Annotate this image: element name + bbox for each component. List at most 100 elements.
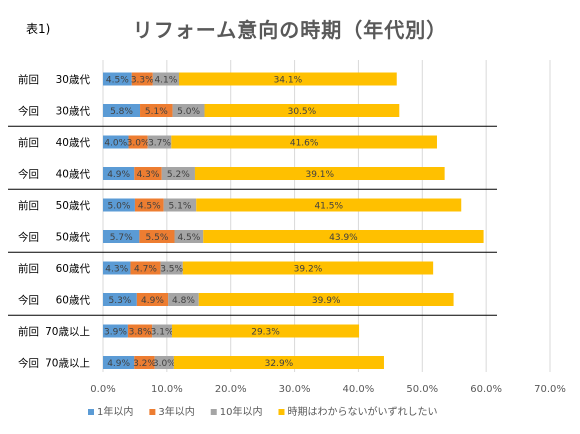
legend-label: 3年以内 [158, 405, 194, 418]
category-label-age: 30歳代 [56, 74, 91, 86]
data-label: 5.3% [108, 296, 131, 306]
data-label: 4.7% [134, 265, 157, 275]
data-label: 3.2% [133, 359, 156, 369]
bar-segment [194, 167, 445, 180]
data-label: 4.5% [138, 202, 161, 212]
legend-label: 時期はわからないがいずれしたい [287, 405, 437, 418]
data-label: 32.9% [265, 359, 294, 369]
bar-segment [127, 324, 153, 338]
chart-title: リフォーム意向の時期（年代別） [132, 18, 448, 42]
bar-segment [134, 198, 164, 212]
x-tick-label: 30.0% [279, 384, 311, 395]
data-label: 3.8% [129, 328, 152, 338]
data-label: 5.2% [167, 170, 190, 180]
data-label: 5.0% [108, 202, 131, 212]
data-label: 4.3% [137, 170, 160, 180]
data-label: 4.1% [154, 76, 177, 86]
bar-segment [103, 167, 135, 180]
bar-segment [174, 230, 204, 243]
data-label: 5.5% [146, 233, 169, 243]
category-label-period: 今回 [18, 231, 39, 244]
x-tick-label: 60.0% [470, 384, 502, 395]
bar-segment [203, 230, 484, 243]
bar-segment [134, 167, 162, 180]
legend-swatch [210, 409, 217, 415]
data-label: 41.6% [290, 139, 319, 149]
data-label: 43.9% [329, 233, 358, 243]
data-label: 4.5% [106, 76, 129, 86]
category-label-age: 60歳代 [56, 295, 91, 307]
category-label-age: 30歳代 [56, 106, 91, 118]
category-label-period: 前回 [18, 73, 39, 86]
data-label: 3.1% [151, 328, 174, 338]
bar-segment [172, 104, 205, 117]
data-label: 3.5% [160, 265, 183, 275]
bar-segment [131, 72, 153, 86]
bar-segment [134, 356, 155, 369]
category-label-period: 今回 [18, 168, 39, 181]
bar-segment [103, 261, 131, 275]
data-label: 5.0% [177, 107, 200, 117]
bar-segment [163, 198, 197, 212]
x-tick-label: 0.0% [90, 384, 115, 395]
data-label: 3.0% [153, 359, 176, 369]
legend-swatch [278, 409, 285, 415]
x-tick-label: 20.0% [215, 384, 247, 395]
bar-segment [103, 135, 129, 149]
legend-swatch [88, 409, 94, 415]
bar-segment [196, 198, 462, 212]
category-label-age: 50歳代 [56, 200, 91, 212]
bar-segment [173, 356, 384, 369]
data-label: 3.0% [127, 139, 150, 149]
data-label: 4.3% [105, 265, 128, 275]
data-label: 41.5% [314, 202, 343, 212]
data-label: 4.5% [177, 233, 200, 243]
data-label: 5.1% [169, 202, 192, 212]
bar-segment [168, 293, 199, 306]
category-label-age: 60歳代 [56, 263, 91, 275]
bar-segment [178, 72, 397, 86]
category-label-age: 40歳代 [56, 169, 91, 181]
data-label: 29.3% [251, 328, 280, 338]
data-label: 39.1% [305, 170, 334, 180]
x-tick-label: 10.0% [151, 384, 183, 395]
data-label: 5.7% [110, 233, 133, 243]
bar-segment [154, 356, 174, 369]
category-label-age: 40歳代 [56, 137, 91, 149]
bar-segment [103, 230, 140, 243]
bar-segment [171, 135, 437, 149]
bar-segment [140, 104, 173, 117]
x-tick-label: 40.0% [343, 384, 375, 395]
bar-segment [182, 261, 434, 275]
category-label-period: 前回 [18, 325, 39, 338]
data-label: 4.9% [107, 359, 130, 369]
bar-segment [147, 135, 172, 149]
bar-segment [103, 72, 132, 86]
category-label-period: 今回 [18, 357, 39, 370]
category-label-age: 70歳以上 [45, 326, 90, 338]
data-label: 3.9% [104, 328, 127, 338]
figure-label: 表1) [26, 22, 51, 36]
bar-segment [171, 324, 360, 338]
data-label: 3.3% [131, 76, 154, 86]
category-label-period: 今回 [18, 294, 39, 307]
bar-segment [139, 230, 175, 243]
legend-label: 10年以内 [220, 405, 263, 418]
bar-segment [152, 324, 172, 338]
bar-segment [103, 293, 137, 306]
category-label-period: 前回 [18, 199, 39, 212]
bar-segment [130, 261, 161, 275]
data-label: 39.2% [294, 265, 323, 275]
legend-swatch [149, 409, 156, 415]
legend-label: 1年以内 [97, 405, 133, 418]
category-label-age: 70歳以上 [45, 358, 90, 370]
bar-segment [160, 261, 183, 275]
bar-segment [198, 293, 454, 306]
category-label-period: 前回 [18, 262, 39, 275]
data-label: 39.9% [312, 296, 341, 306]
data-label: 4.9% [141, 296, 164, 306]
data-label: 4.8% [172, 296, 195, 306]
bar-segment [161, 167, 195, 180]
